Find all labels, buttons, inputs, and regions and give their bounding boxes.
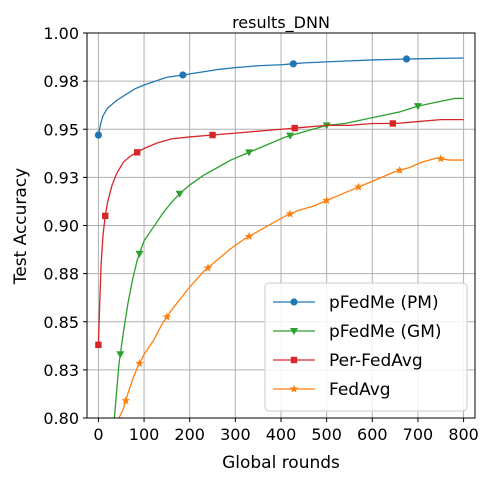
data-point xyxy=(389,120,397,127)
legend-label: Per-FedAvg xyxy=(329,351,423,371)
tick-layer: 0 100 200 300 400 500 600 700 800 0.80 0.83 0.85 0.8… xyxy=(43,24,478,444)
data-point xyxy=(354,182,363,191)
legend-marker xyxy=(290,356,298,364)
data-point xyxy=(244,231,254,241)
x-tick-label: 300 xyxy=(220,425,251,444)
y-axis-title: Test Accuracy xyxy=(11,168,31,286)
series-layer xyxy=(94,55,464,418)
data-point xyxy=(135,358,144,368)
data-point xyxy=(175,190,184,198)
data-point xyxy=(209,131,216,139)
legend-label: pFedMe (PM) xyxy=(329,293,439,313)
series-3 xyxy=(118,154,464,418)
legend-label: FedAvg xyxy=(329,380,391,400)
series-line xyxy=(113,97,464,418)
data-point xyxy=(289,60,297,68)
y-tick-label: 0.83 xyxy=(43,361,79,380)
x-axis-title: Global rounds xyxy=(222,453,340,473)
data-point xyxy=(135,250,144,258)
series-line xyxy=(97,118,464,345)
data-point xyxy=(245,149,254,157)
y-tick-label: 0.95 xyxy=(43,120,79,139)
y-tick-label: 0.98 xyxy=(43,72,79,91)
x-tick-label: 800 xyxy=(448,425,479,444)
x-tick-label: 600 xyxy=(357,425,388,444)
y-tick-label: 0.85 xyxy=(43,313,79,332)
series-line xyxy=(97,57,464,136)
chart-title: results_DNN xyxy=(232,13,330,33)
y-tick-label: 1.00 xyxy=(43,24,79,43)
data-point xyxy=(413,103,422,111)
legend-marker xyxy=(289,384,299,393)
data-point xyxy=(203,263,213,272)
series-2 xyxy=(95,118,464,349)
data-point xyxy=(286,132,295,140)
legend-marker xyxy=(290,328,298,335)
data-point xyxy=(285,209,295,218)
data-point xyxy=(402,55,411,63)
data-point xyxy=(94,131,103,139)
data-point xyxy=(116,351,125,359)
series-0 xyxy=(94,55,464,139)
x-tick-label: 200 xyxy=(174,425,205,444)
data-point xyxy=(179,71,187,79)
data-point xyxy=(322,195,331,205)
data-point xyxy=(121,396,131,405)
series-1 xyxy=(113,97,464,418)
legend-marker xyxy=(290,298,298,306)
series-line xyxy=(118,157,464,418)
legend-label: pFedMe (GM) xyxy=(329,322,442,342)
y-tick-label: 0.93 xyxy=(43,168,79,187)
data-point xyxy=(95,341,102,349)
x-tick-label: 100 xyxy=(129,425,160,444)
data-point xyxy=(102,212,109,220)
data-point xyxy=(291,124,298,132)
y-tick-label: 0.90 xyxy=(43,217,79,236)
data-point xyxy=(395,165,404,174)
data-point xyxy=(162,312,172,321)
x-tick-label: 700 xyxy=(403,425,434,444)
y-tick-label: 0.80 xyxy=(43,409,79,428)
x-tick-label: 0 xyxy=(93,425,103,444)
data-point xyxy=(436,154,446,163)
x-tick-label: 400 xyxy=(266,425,297,444)
legend: pFedMe (PM) pFedMe (GM) Per-FedAvg FedAvg xyxy=(264,282,468,412)
x-tick-label: 500 xyxy=(311,425,342,444)
data-point xyxy=(134,149,141,156)
legend-box xyxy=(264,282,468,412)
y-tick-label: 0.88 xyxy=(43,265,79,284)
